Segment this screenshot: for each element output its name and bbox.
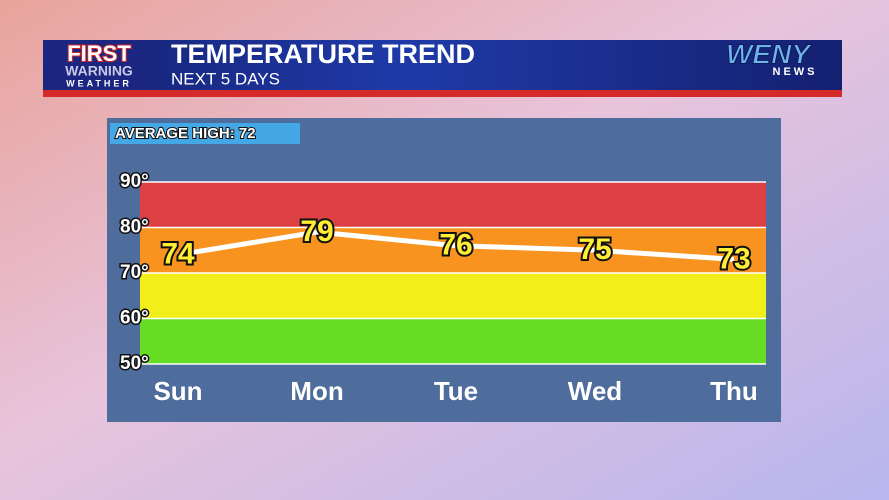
annotation-box — [110, 123, 300, 144]
x-tick-label: Mon — [290, 376, 343, 406]
x-tick-label: Sun — [153, 376, 202, 406]
x-tick-label: Tue — [434, 376, 478, 406]
y-tick-label: 50° — [120, 353, 149, 374]
header-stripe — [43, 90, 842, 97]
value-label: 74 — [161, 238, 195, 271]
brand-box — [43, 40, 155, 90]
x-tick-label: Wed — [568, 376, 622, 406]
value-label: 75 — [578, 233, 611, 266]
y-tick-label: 60° — [120, 308, 149, 329]
annotation: AVERAGE HIGH: 72 — [115, 125, 256, 142]
value-label: 73 — [717, 242, 750, 275]
station-sub: NEWS — [773, 66, 818, 78]
brand-text: WARNING — [65, 63, 133, 79]
x-tick-label: Thu — [710, 376, 758, 406]
y-tick-label: 70° — [120, 262, 149, 283]
station-logo: WENY — [726, 38, 812, 69]
y-tick-label: 90° — [120, 171, 149, 192]
brand-text: WEATHER — [66, 78, 132, 88]
y-tick-label: 80° — [120, 217, 149, 238]
brand-text: FIRST — [67, 41, 131, 66]
chart-title: TEMPERATURE TREND — [171, 39, 475, 69]
temp-band — [140, 182, 766, 228]
temp-band — [140, 318, 766, 364]
header-bar — [43, 40, 842, 92]
value-label: 79 — [300, 215, 333, 248]
chart-subtitle: NEXT 5 DAYS — [171, 69, 280, 88]
temp-line — [177, 229, 735, 262]
value-label: 76 — [439, 229, 472, 262]
temp-band — [140, 227, 766, 273]
temp-band — [140, 273, 766, 319]
